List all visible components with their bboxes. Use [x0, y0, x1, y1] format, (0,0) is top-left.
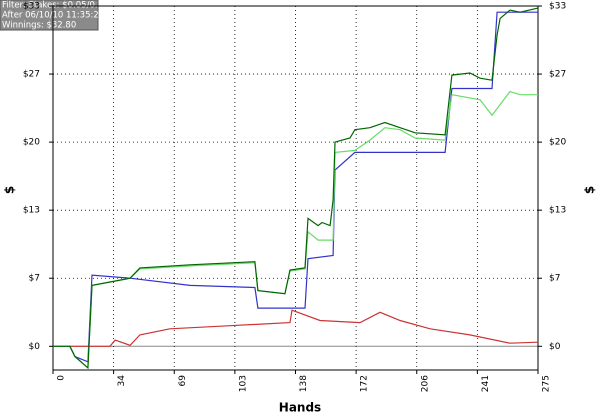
x-tick-label: 172 — [360, 375, 370, 392]
y2-tick-label: $7 — [549, 274, 560, 284]
y-tick-label: $0 — [29, 342, 41, 352]
x-tick-label: 69 — [178, 375, 188, 387]
y-tick-label: $20 — [23, 138, 40, 148]
x-tick-label: 275 — [542, 375, 552, 392]
y-tick-label: $13 — [23, 206, 40, 216]
y2-tick-label: $13 — [549, 206, 566, 216]
x-tick-label: 241 — [481, 375, 491, 392]
x-tick-label: 138 — [299, 375, 309, 392]
x-tick-label: 103 — [238, 375, 248, 392]
x-tick-label: 0 — [57, 375, 67, 381]
y2-tick-label: $27 — [549, 70, 566, 80]
y-tick-label: $7 — [29, 274, 40, 284]
y2-tick-label: $20 — [549, 138, 566, 148]
info-box: Filter: Stakes: $0.05/0.1 NL After 06/10… — [0, 0, 117, 31]
plot-border — [52, 5, 539, 371]
x-axis-label: Hands — [279, 401, 321, 415]
info-background — [0, 0, 99, 31]
y2-axis-label: $ — [583, 186, 597, 194]
y2-tick-label: $0 — [549, 342, 561, 352]
y-tick-label: $27 — [23, 70, 40, 80]
info-line: Winnings: $32.80 — [2, 21, 76, 31]
x-tick-label: 206 — [420, 375, 430, 392]
series-line — [53, 309, 539, 347]
y-axis-label: $ — [3, 186, 17, 194]
y-tick-label: $33 — [23, 2, 40, 12]
x-tick-label: 34 — [117, 375, 127, 387]
y2-tick-label: $33 — [549, 2, 566, 12]
series-line — [53, 7, 539, 370]
